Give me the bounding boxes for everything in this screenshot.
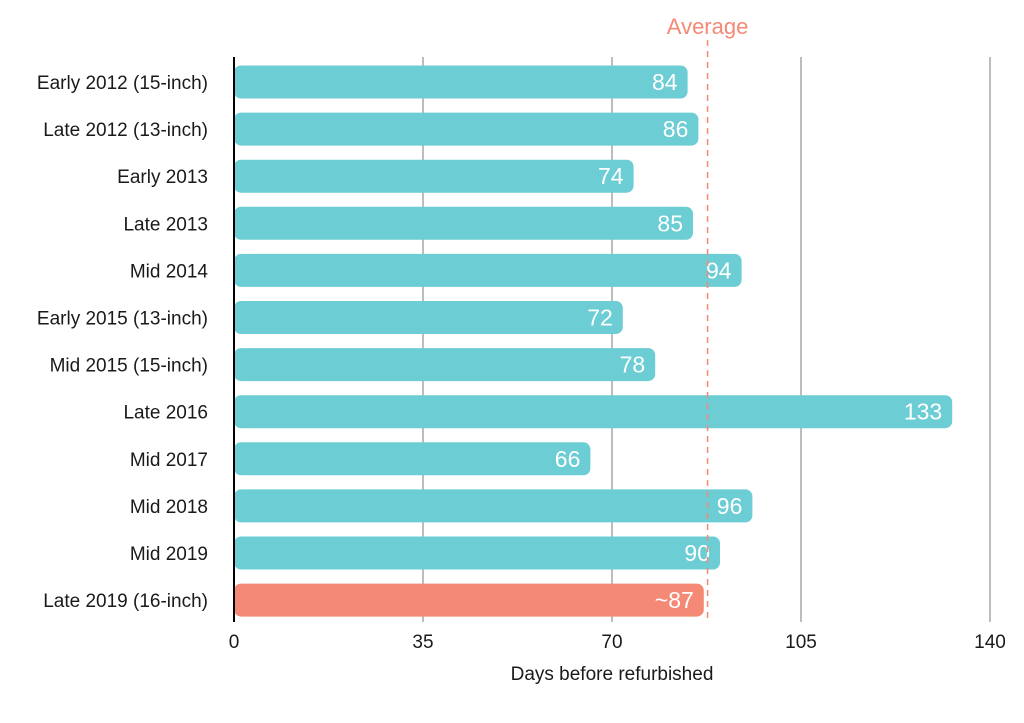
value-label: 85	[657, 210, 683, 236]
x-tick-label: 140	[974, 632, 1006, 653]
category-label: Late 2016	[123, 403, 208, 424]
bar	[234, 489, 753, 523]
bar	[234, 442, 591, 476]
x-tick-label: 70	[601, 632, 622, 653]
value-labels: 84 86 74 85 94 72 78 133 66 96 90 ~87	[555, 69, 942, 613]
category-label: Mid 2018	[130, 497, 208, 518]
category-label: Late 2013	[123, 214, 208, 235]
category-labels: Early 2012 (15-inch) Late 2012 (13-inch) E…	[37, 73, 209, 612]
value-label: 78	[620, 352, 646, 378]
x-tick-label: 0	[229, 632, 240, 653]
bar	[234, 206, 693, 240]
value-label: 133	[904, 399, 942, 425]
value-label: ~87	[655, 587, 694, 613]
bar	[234, 348, 656, 382]
category-label: Early 2012 (15-inch)	[37, 73, 208, 94]
grid-lines	[422, 57, 991, 622]
value-label: 96	[717, 493, 743, 519]
value-label: 86	[663, 116, 689, 142]
category-label: Mid 2015 (15-inch)	[50, 356, 208, 377]
value-label: 84	[652, 69, 678, 95]
average-label: Average	[667, 14, 749, 39]
bar	[234, 112, 699, 146]
bar	[234, 536, 720, 570]
category-label: Mid 2017	[130, 450, 208, 471]
x-tick-label: 35	[412, 632, 433, 653]
x-axis-title: Days before refurbished	[511, 664, 714, 685]
bar	[234, 253, 742, 287]
value-label: 66	[555, 446, 581, 472]
category-label: Mid 2019	[130, 544, 208, 565]
category-label: Late 2012 (13-inch)	[43, 120, 208, 141]
x-tick-label: 105	[785, 632, 817, 653]
category-label: Mid 2014	[130, 261, 209, 282]
category-label: Early 2013	[117, 167, 208, 188]
value-label: 72	[587, 305, 613, 331]
value-label: 74	[598, 163, 624, 189]
bar	[234, 395, 953, 429]
value-label: 90	[684, 540, 710, 566]
x-tick-labels: 0 35 70 105 140	[229, 632, 1006, 653]
bar	[234, 301, 623, 334]
value-label: 94	[706, 257, 732, 283]
bars	[234, 65, 953, 617]
bar	[234, 159, 634, 193]
bar-highlight	[234, 583, 704, 617]
category-label: Early 2015 (13-inch)	[37, 309, 208, 330]
category-label: Late 2019 (16-inch)	[43, 591, 208, 612]
bar	[234, 65, 688, 99]
